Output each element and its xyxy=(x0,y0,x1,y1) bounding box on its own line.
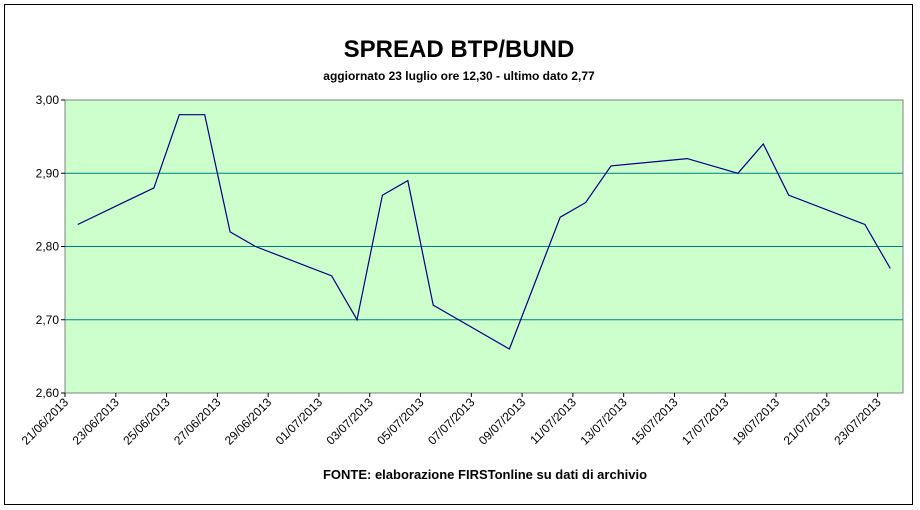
y-tick-label: 3,00 xyxy=(36,93,60,107)
source-note: FONTE: elaborazione FIRSTonline su dati … xyxy=(323,467,647,482)
y-tick-label: 2,70 xyxy=(36,313,60,327)
data-line xyxy=(77,114,891,350)
y-tick-label: 2,60 xyxy=(36,386,60,400)
chart-subtitle: aggiornato 23 luglio ore 12,30 - ultimo … xyxy=(323,69,595,83)
y-tick-label: 2,80 xyxy=(36,240,60,254)
chart-title: SPREAD BTP/BUND xyxy=(344,36,575,63)
y-tick-label: 2,90 xyxy=(36,166,60,180)
